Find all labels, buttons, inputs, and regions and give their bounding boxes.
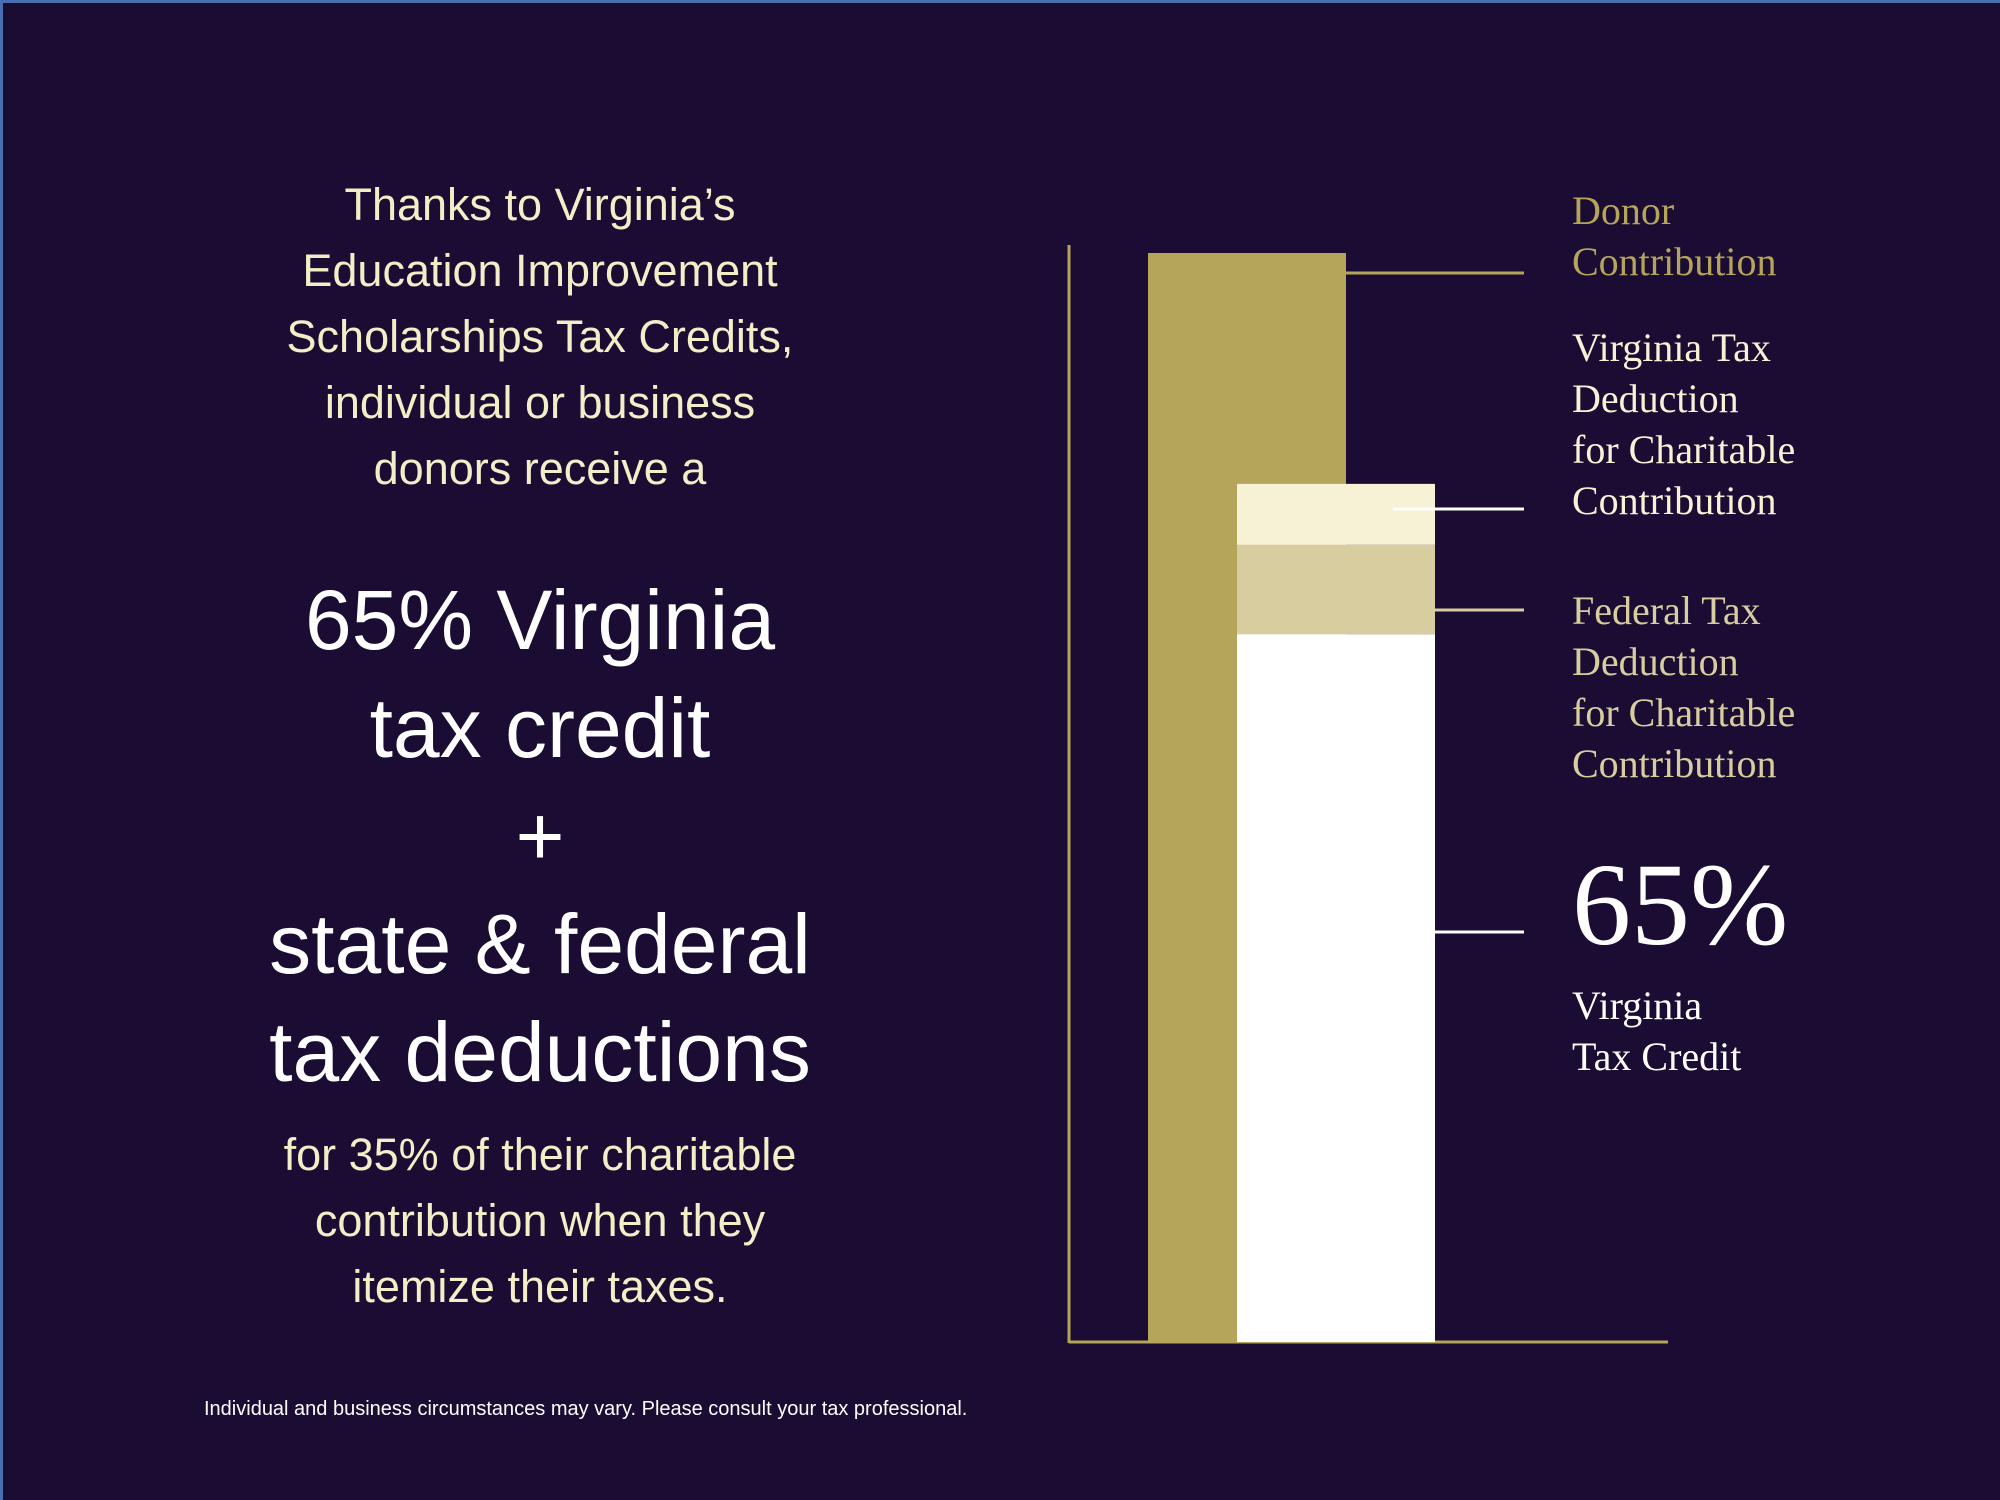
legend-label: Virginia Tax Deduction for Charitable Co… <box>1572 325 1796 523</box>
detail-text: for 35% of their charitable contribution… <box>283 1129 797 1312</box>
legend-label: Donor Contribution <box>1572 188 1777 284</box>
intro-text: Thanks to Virginia’s Education Improveme… <box>286 179 794 494</box>
bar-segment <box>1237 634 1435 1342</box>
legend-label: Federal Tax Deduction for Charitable Con… <box>1572 588 1796 786</box>
bar-segment <box>1237 483 1435 545</box>
bar-segment <box>1237 544 1435 635</box>
headline-text: 65% Virginia tax credit + state & federa… <box>269 573 811 1099</box>
footnote: Individual and business circumstances ma… <box>204 1398 968 1420</box>
legend-label: Virginia Tax Credit <box>1572 983 1742 1079</box>
value-label: 65% <box>1572 839 1789 970</box>
